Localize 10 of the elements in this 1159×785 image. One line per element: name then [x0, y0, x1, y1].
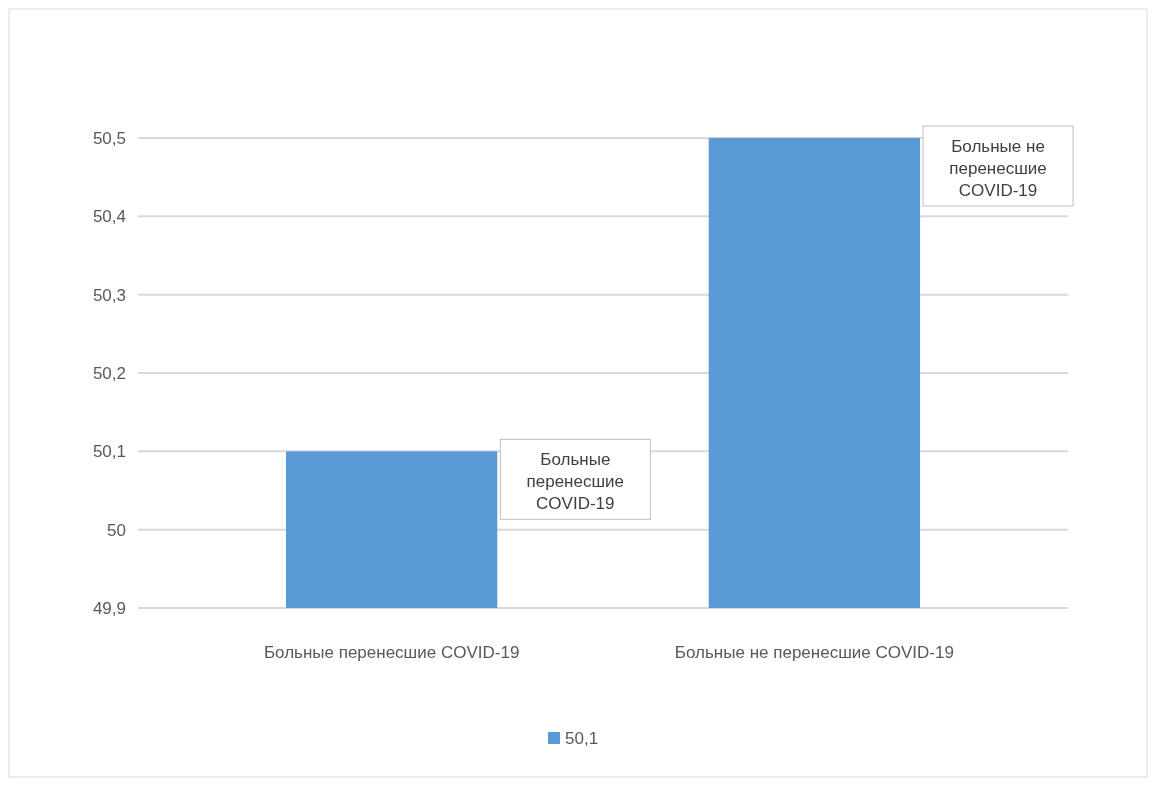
y-tick-label: 50,2 [92, 363, 126, 383]
legend-label: 50,1 [565, 728, 599, 748]
y-tick-label: 50,5 [92, 128, 126, 148]
annotation: Больные перенесшие COVID-19 [526, 450, 625, 514]
y-tick-label: 50 [107, 520, 126, 540]
y-tick-label: 50,1 [92, 442, 126, 462]
y-tick-label: 49,9 [92, 598, 126, 618]
annotation: Больные не перенесшие COVID-19 [949, 137, 1047, 200]
y-tick-label: 50,3 [92, 285, 126, 305]
y-tick-label: 50,4 [92, 207, 126, 227]
